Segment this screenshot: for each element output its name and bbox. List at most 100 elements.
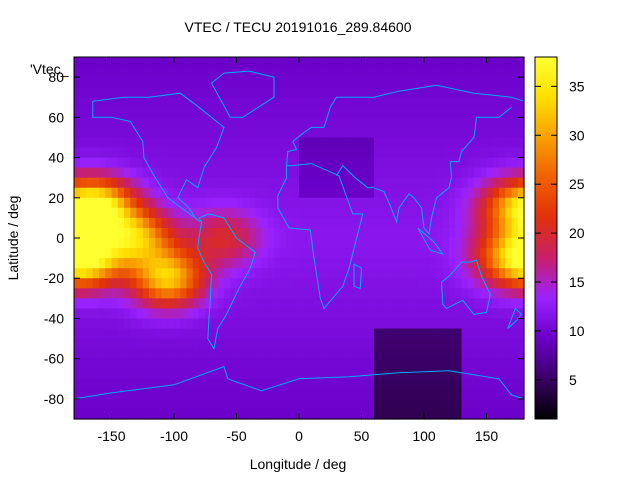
heat-cell <box>105 318 113 330</box>
heat-cell <box>461 147 469 159</box>
heat-cell <box>311 227 319 239</box>
heat-cell <box>305 348 313 360</box>
heat-cell <box>230 127 238 139</box>
heat-cell <box>517 388 525 400</box>
heat-cell <box>499 187 506 199</box>
heat-cell <box>480 338 488 350</box>
heat-cell <box>392 57 400 68</box>
heat-cell <box>411 57 419 68</box>
heat-cell <box>124 157 131 169</box>
y-tick-label: 20 <box>48 190 64 206</box>
heat-cell <box>386 87 394 98</box>
heat-cell <box>142 187 150 199</box>
heat-cell <box>517 318 525 330</box>
heat-cell <box>317 187 325 199</box>
heat-cell <box>342 238 350 249</box>
heat-cell <box>449 87 456 98</box>
heat-cell <box>255 87 263 98</box>
heat-cell <box>167 408 175 420</box>
heat-cell <box>380 348 388 360</box>
heat-cell <box>74 328 81 340</box>
heat-cell <box>192 127 200 139</box>
heat-cell <box>355 197 363 209</box>
heatmap-cells <box>74 57 525 420</box>
heat-cell <box>192 187 200 199</box>
heat-cell <box>417 338 425 350</box>
heat-cell <box>92 308 100 320</box>
heat-cell <box>442 328 450 340</box>
heat-cell <box>430 57 438 68</box>
heat-cell <box>411 227 419 239</box>
heat-cell <box>167 107 175 118</box>
heat-cell <box>292 77 300 88</box>
heat-cell <box>417 348 425 360</box>
heat-cell <box>74 308 81 320</box>
heat-cell <box>492 207 500 219</box>
heat-cell <box>255 97 263 108</box>
heat-cell <box>274 238 281 249</box>
heat-cell <box>317 318 325 330</box>
heat-cell <box>455 378 463 390</box>
heat-cell <box>80 318 88 330</box>
heat-cell <box>480 378 488 390</box>
heat-cell <box>511 117 519 128</box>
heat-cell <box>355 278 363 289</box>
heat-cell <box>199 348 206 360</box>
heat-cell <box>361 97 369 108</box>
heat-cell <box>192 207 200 219</box>
heat-cell <box>274 57 281 68</box>
heat-cell <box>336 97 344 108</box>
heat-cell <box>405 278 413 289</box>
heat-cell <box>411 248 419 259</box>
heat-cell <box>349 328 356 340</box>
heat-cell <box>342 157 350 169</box>
heat-cell <box>467 268 475 279</box>
heat-cell <box>467 338 475 350</box>
heat-cell <box>399 278 406 289</box>
heat-cell <box>124 87 131 98</box>
heat-cell <box>236 268 244 279</box>
heat-cell <box>324 268 331 279</box>
heat-cell <box>224 388 231 400</box>
heat-cell <box>355 348 363 360</box>
heat-cell <box>130 378 138 390</box>
heat-cell <box>411 137 419 149</box>
heat-cell <box>92 378 100 390</box>
heat-cell <box>86 398 94 410</box>
heat-cell <box>449 258 456 269</box>
heat-cell <box>511 67 519 78</box>
heat-cell <box>311 127 319 139</box>
heat-cell <box>274 87 281 98</box>
heat-cell <box>142 358 150 370</box>
heat-cell <box>205 227 213 239</box>
heat-cell <box>186 187 194 199</box>
heat-cell <box>411 398 419 410</box>
heat-cell <box>124 318 131 330</box>
heat-cell <box>155 57 163 68</box>
heat-cell <box>249 87 256 98</box>
heat-cell <box>417 177 425 189</box>
heat-cell <box>261 318 269 330</box>
heat-cell <box>411 278 419 289</box>
heat-cell <box>249 207 256 219</box>
heat-cell <box>317 388 325 400</box>
heat-cell <box>261 398 269 410</box>
heat-cell <box>517 97 525 108</box>
heat-cell <box>355 378 363 390</box>
heat-cell <box>286 107 294 118</box>
heat-cell <box>305 97 313 108</box>
heat-cell <box>142 378 150 390</box>
heat-cell <box>86 238 94 249</box>
heat-cell <box>236 137 244 149</box>
heat-cell <box>136 298 144 309</box>
heat-cell <box>299 107 306 118</box>
heat-cell <box>455 238 463 249</box>
heat-cell <box>505 197 513 209</box>
heat-cell <box>405 288 413 299</box>
heat-cell <box>511 207 519 219</box>
heat-cell <box>130 97 138 108</box>
heat-cell <box>249 388 256 400</box>
heat-cell <box>205 348 213 360</box>
heat-cell <box>99 87 106 98</box>
heat-cell <box>292 67 300 78</box>
